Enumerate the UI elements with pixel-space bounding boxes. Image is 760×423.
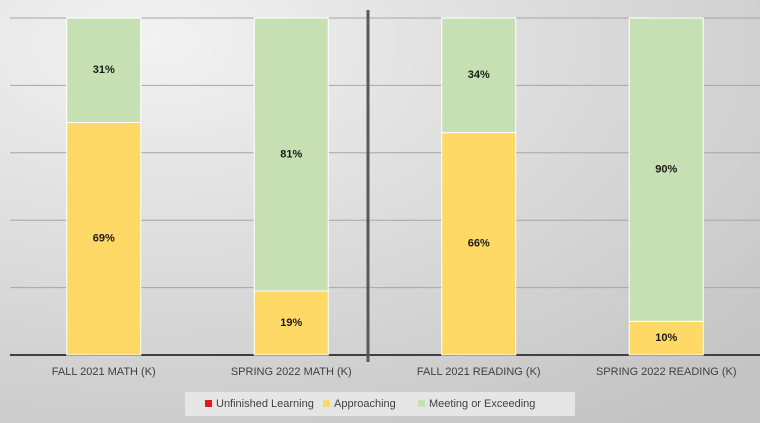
data-label: 69% bbox=[93, 233, 115, 245]
bar-segment bbox=[66, 17, 142, 123]
bar-segment bbox=[628, 320, 704, 356]
legend-label: Unfinished Learning bbox=[216, 398, 314, 410]
legend-box bbox=[185, 392, 575, 416]
bar-segment bbox=[253, 290, 329, 356]
x-tick-label: SPRING 2022 READING (K) bbox=[596, 366, 737, 378]
x-tick-label: SPRING 2022 MATH (K) bbox=[231, 366, 352, 378]
data-label: 19% bbox=[280, 317, 302, 329]
x-tick-label: FALL 2021 MATH (K) bbox=[52, 366, 156, 378]
bar-segment bbox=[253, 17, 329, 292]
x-tick-label: FALL 2021 READING (K) bbox=[417, 366, 541, 378]
legend-swatch bbox=[418, 400, 425, 407]
data-label: 81% bbox=[280, 148, 302, 160]
data-label: 34% bbox=[468, 69, 490, 81]
data-label: 90% bbox=[655, 164, 677, 176]
bar-segment bbox=[441, 17, 517, 134]
legend-swatch bbox=[205, 400, 212, 407]
legend-label: Meeting or Exceeding bbox=[429, 398, 535, 410]
data-label: 31% bbox=[93, 64, 115, 76]
plot: FALL 2021 MATH (K) 69% 31% SPRING 2022 MATH… bbox=[10, 17, 760, 378]
legend-label: Approaching bbox=[334, 398, 396, 410]
legend-swatch bbox=[323, 400, 330, 407]
data-label: 66% bbox=[468, 238, 490, 250]
data-label: 10% bbox=[655, 332, 677, 344]
bar-segment bbox=[628, 17, 704, 322]
